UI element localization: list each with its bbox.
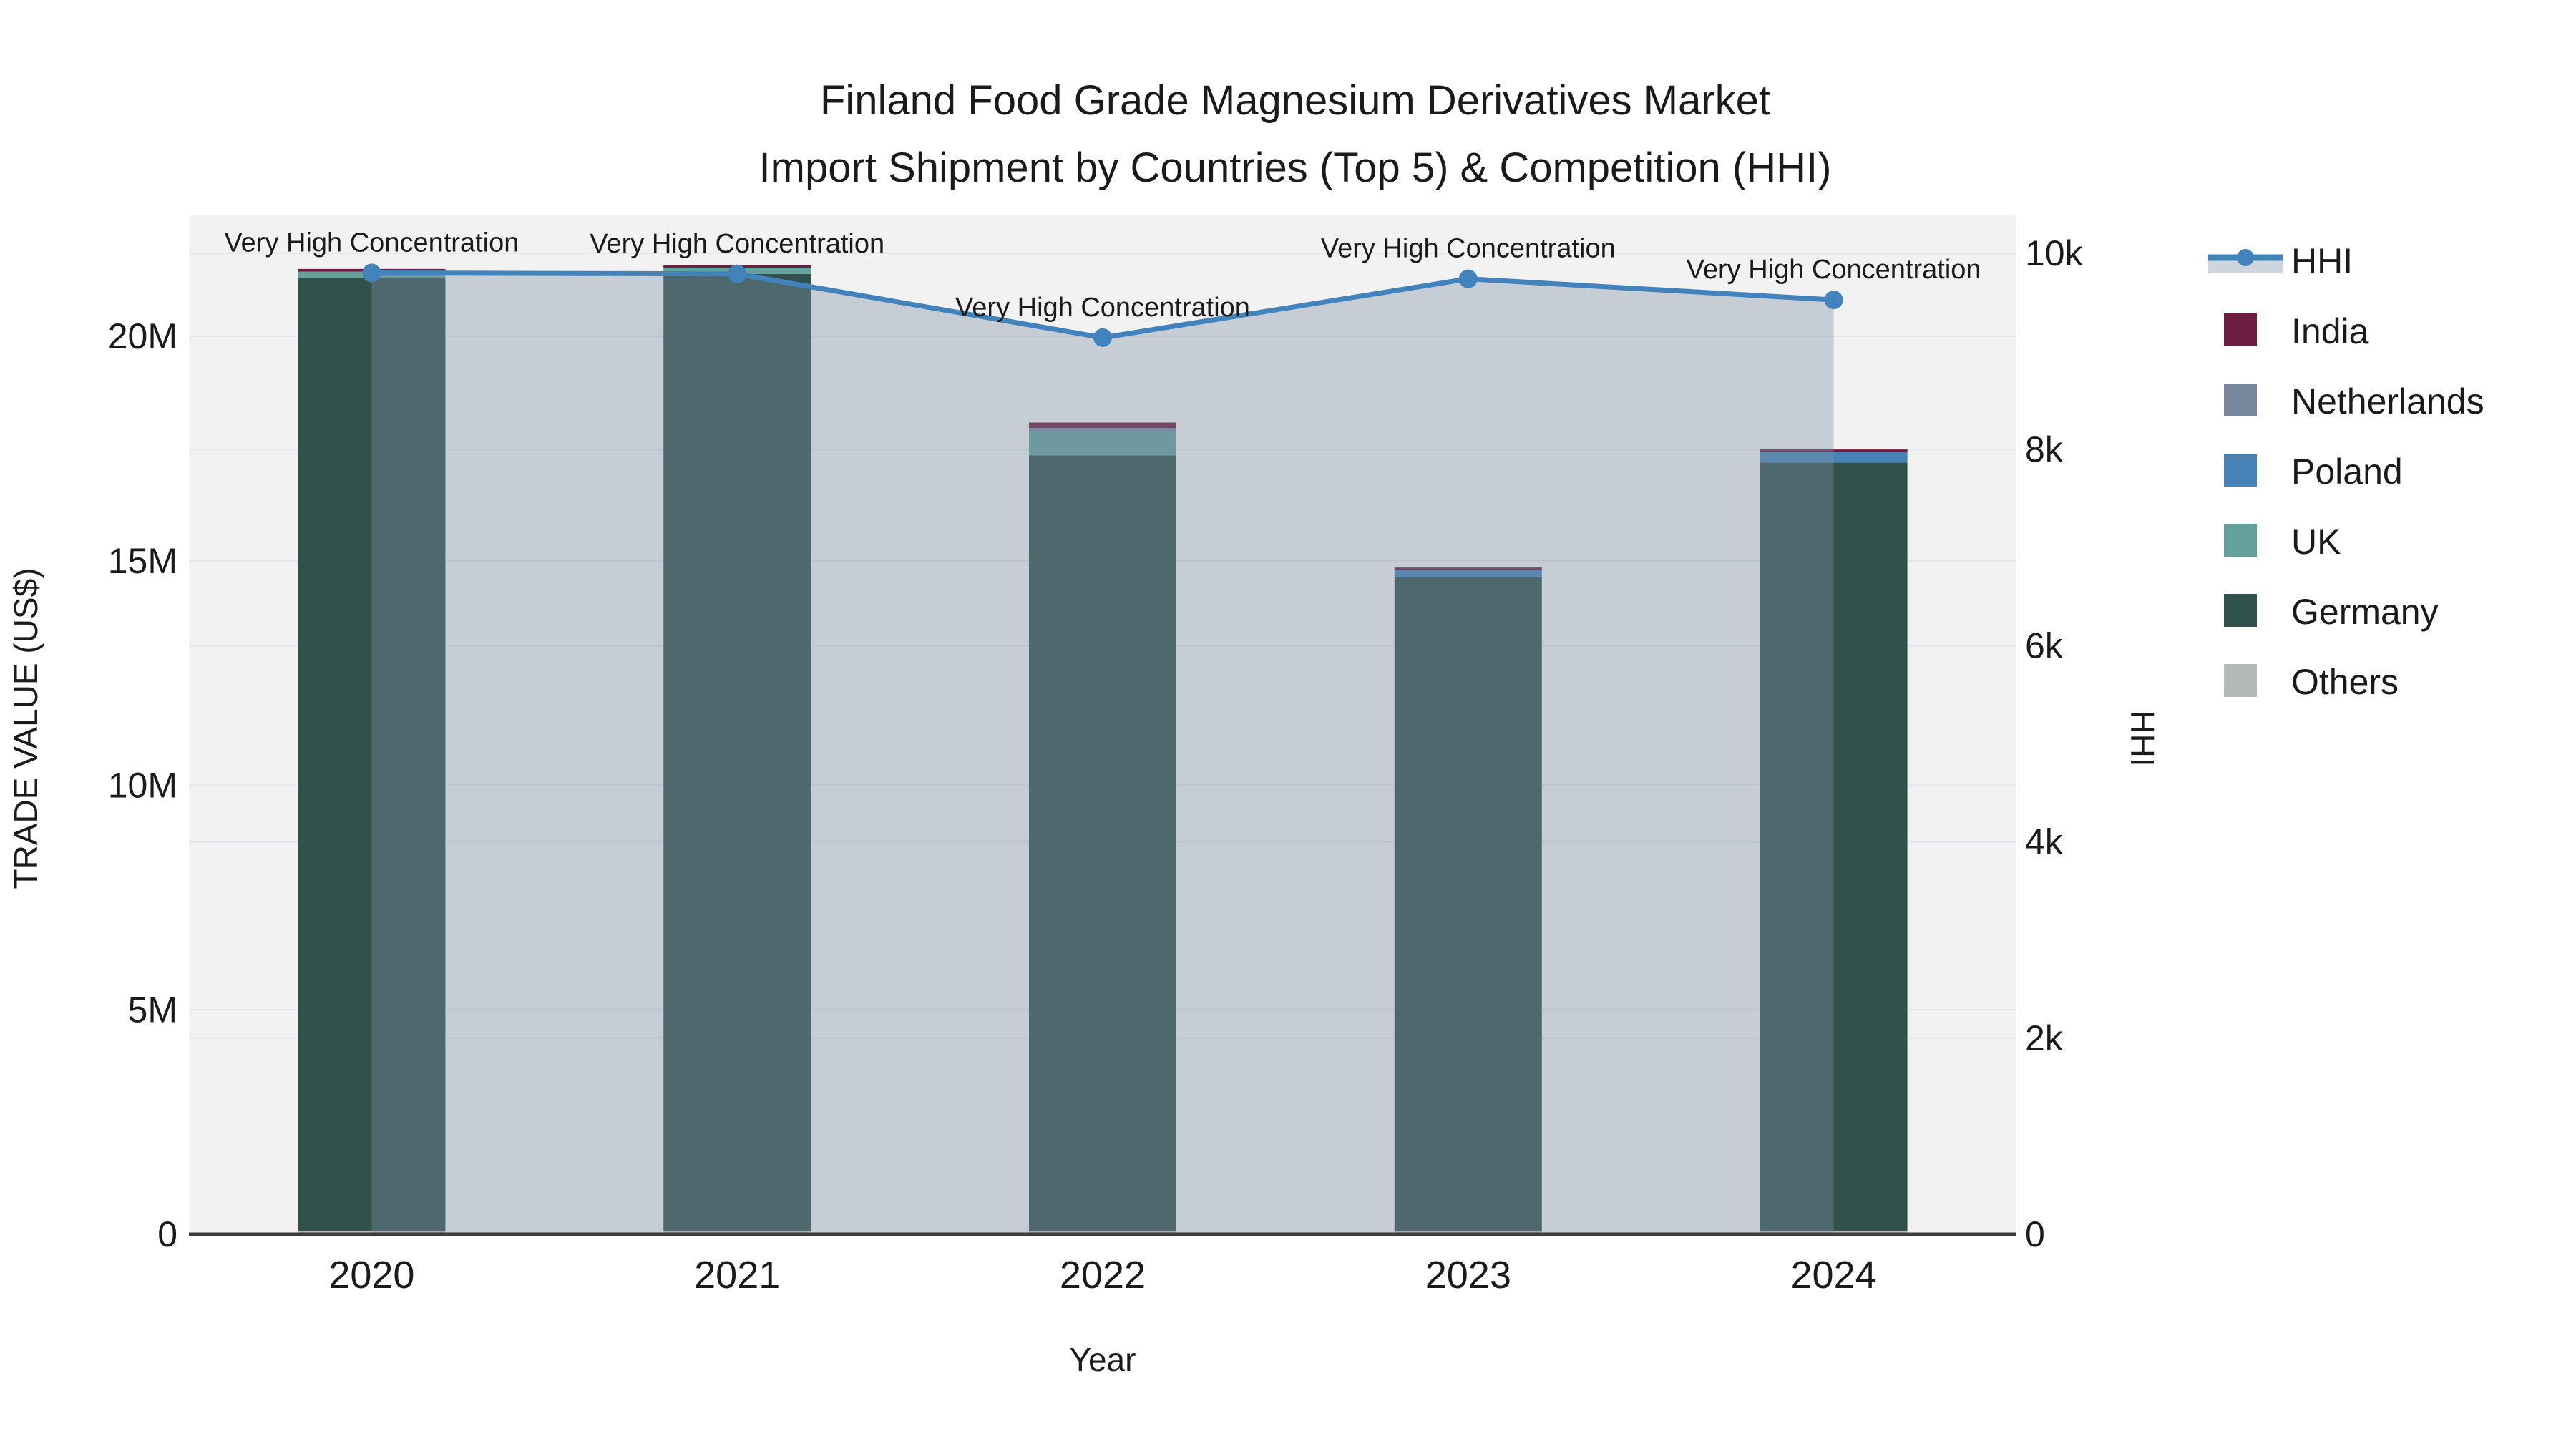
y-right-tick-2k: 2k (2025, 1018, 2064, 1058)
hhi-marker-2024 (1824, 291, 1843, 310)
x-tick-2020: 2020 (328, 1254, 414, 1297)
annotation-2020: Very High Concentration (224, 228, 519, 258)
legend-label: Germany (2291, 592, 2439, 632)
y-left-tick-15M: 15M (108, 541, 177, 581)
bar-segment-others (1760, 1230, 1908, 1234)
bar-segment-india (1394, 567, 1542, 570)
hhi-marker-2022 (1093, 328, 1112, 347)
legend-item-india[interactable]: India (2224, 311, 2369, 351)
legend-label: HHI (2291, 241, 2353, 281)
hhi-marker-2021 (728, 264, 747, 283)
hhi-marker-2020 (362, 263, 381, 283)
y-right-tick-0: 0 (2025, 1214, 2045, 1254)
legend-swatch-icon (2224, 594, 2257, 627)
plot-area: Very High Concentration Very High Concent… (108, 215, 2084, 1297)
bar-stack-2024 (1760, 449, 1908, 1234)
y-left-tick-5M: 5M (128, 990, 177, 1030)
x-axis-title: Year (1070, 1341, 1136, 1378)
hhi-marker-2023 (1458, 269, 1478, 288)
legend-item-germany[interactable]: Germany (2224, 592, 2439, 632)
bar-segment-germany (663, 273, 811, 1231)
y-axis-title-left: TRADE VALUE (US$) (7, 567, 44, 889)
legend-swatch-icon (2224, 454, 2257, 487)
legend-swatch-icon (2224, 664, 2257, 697)
y-right-tick-6k: 6k (2025, 625, 2064, 665)
bar-segment-germany (1394, 577, 1542, 1231)
chart-subtitle: Import Shipment by Countries (Top 5) & C… (759, 145, 1832, 191)
bar-segment-germany (1029, 455, 1176, 1231)
annotation-2021: Very High Concentration (590, 229, 884, 259)
legend-swatch-icon (2224, 384, 2257, 416)
bar-stack-2021 (663, 265, 811, 1234)
y-right-tick-8k: 8k (2025, 429, 2064, 469)
legend-swatch-icon (2224, 524, 2257, 557)
bar-segment-germany (1760, 462, 1908, 1231)
bar-stack-2022 (1029, 422, 1176, 1234)
annotation-2022: Very High Concentration (955, 293, 1250, 323)
bar-segment-poland (1760, 452, 1908, 463)
y-right-tick-10k: 10k (2025, 233, 2084, 273)
y-axis-title-right: HHI (2124, 710, 2161, 766)
bar-segment-poland (1394, 570, 1542, 577)
x-tick-2023: 2023 (1425, 1254, 1511, 1297)
bar-segment-others (298, 1230, 446, 1234)
y-left-tick-20M: 20M (108, 316, 177, 356)
legend-item-uk[interactable]: UK (2224, 522, 2341, 562)
annotation-2024: Very High Concentration (1687, 255, 1981, 285)
y-right-tick-4k: 4k (2025, 822, 2064, 862)
x-tick-2021: 2021 (694, 1254, 780, 1297)
annotation-2023: Very High Concentration (1321, 234, 1616, 264)
bar-segment-netherlands (1029, 428, 1176, 432)
legend-label: UK (2291, 522, 2341, 562)
x-tick-2024: 2024 (1791, 1254, 1877, 1297)
y-left-tick-10M: 10M (108, 766, 177, 806)
bar-segment-india (1760, 449, 1908, 452)
bar-segment-india (1029, 422, 1176, 429)
bar-segment-others (663, 1230, 811, 1234)
legend-label: Poland (2291, 452, 2403, 492)
bar-stack-2020 (298, 268, 446, 1234)
bar-segment-uk (1029, 431, 1176, 456)
legend: HHI India Netherlands Poland UK Germany Others (2208, 241, 2484, 702)
bar-segment-germany (298, 278, 446, 1231)
y-left-tick-0: 0 (157, 1214, 177, 1254)
legend-swatch-icon (2224, 313, 2257, 346)
chart-title: Finland Food Grade Magnesium Derivatives… (820, 77, 1770, 124)
bar-stack-2023 (1394, 567, 1542, 1234)
hhi-area-fill (371, 273, 1834, 1234)
hhi-legend-marker-icon (2237, 249, 2254, 266)
bar-segment-others (1394, 1230, 1542, 1234)
x-tick-2022: 2022 (1060, 1254, 1146, 1297)
legend-item-poland[interactable]: Poland (2224, 452, 2403, 492)
legend-label: Others (2291, 662, 2399, 702)
legend-item-others[interactable]: Others (2224, 662, 2399, 702)
legend-label: Netherlands (2291, 381, 2484, 421)
legend-label: India (2291, 311, 2369, 351)
bars (298, 265, 1908, 1234)
legend-item-netherlands[interactable]: Netherlands (2224, 381, 2484, 421)
legend-item-hhi[interactable]: HHI (2208, 241, 2353, 281)
bar-segment-others (1029, 1230, 1176, 1234)
